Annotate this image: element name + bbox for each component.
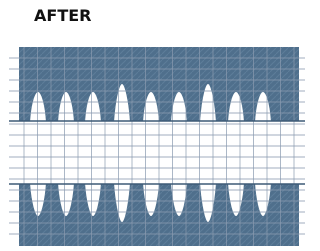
illustration [9, 47, 305, 246]
page: {"header": {"title": "AFTER"}} AFTER (()… [0, 0, 311, 251]
title: AFTER [34, 6, 91, 25]
screenshot: AFTER [0, 0, 311, 251]
